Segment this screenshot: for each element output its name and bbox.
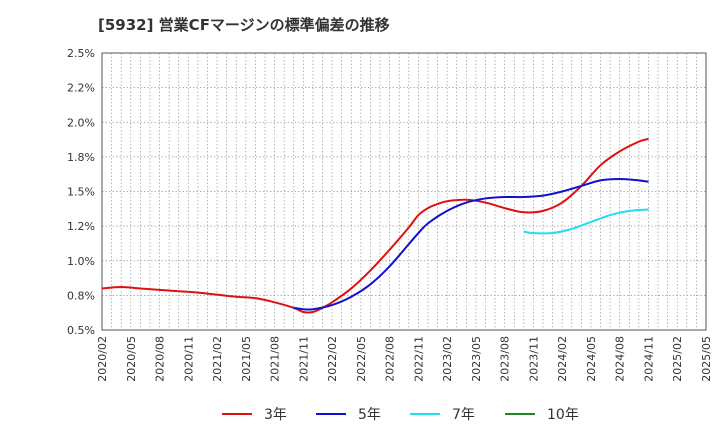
x-tick-label: 2024/02 (556, 336, 569, 382)
x-tick-label: 2020/11 (182, 336, 195, 382)
legend-label-3: 7年 (452, 407, 475, 423)
plot-border (101, 52, 707, 331)
x-tick-label: 2023/02 (441, 336, 454, 382)
legend: 3年 5年 7年 10年 (222, 407, 579, 423)
x-tick-label: 2023/11 (527, 336, 540, 382)
x-tick-label: 2025/05 (700, 336, 713, 382)
x-tick-label: 2022/05 (355, 336, 368, 382)
legend-label-2: 5年 (358, 407, 381, 423)
x-tick-label: 2022/08 (384, 336, 397, 382)
x-tick-label: 2020/05 (125, 336, 138, 382)
x-tick-label: 2025/02 (671, 336, 684, 382)
y-tick-label: 2.2% (67, 82, 95, 95)
y-tick-label: 0.8% (67, 289, 95, 302)
x-tick-label: 2022/02 (326, 336, 339, 382)
x-tick-label: 2023/05 (470, 336, 483, 382)
y-tick-label: 2.5% (67, 47, 95, 60)
y-tick-label: 1.2% (67, 220, 95, 233)
y-tick-label: 1.8% (67, 151, 95, 164)
series-line-3 (523, 208, 649, 235)
x-tick-label: 2024/08 (614, 336, 627, 382)
legend-label-4: 10年 (547, 407, 579, 423)
y-tick-label: 2.0% (67, 116, 95, 129)
x-tick-label: 2021/05 (240, 336, 253, 382)
x-tick-label: 2020/02 (96, 336, 109, 382)
y-tick-label: 0.5% (67, 324, 95, 337)
y-tick-label: 1.0% (67, 255, 95, 268)
x-tick-label: 2022/11 (412, 336, 425, 382)
chart-title: [5932] 営業CFマージンの標準偏差の推移 (98, 16, 390, 34)
series-lines (101, 137, 649, 314)
x-tick-label: 2020/08 (154, 336, 167, 382)
x-tick-label: 2023/08 (499, 336, 512, 382)
y-axis: 0.5% 0.8% 1.0% 1.2% 1.5% 1.8% 2.0% 2.2% 2.5% (67, 47, 95, 337)
legend-label-1: 3年 (264, 407, 287, 423)
x-tick-label: 2024/11 (642, 336, 655, 382)
x-axis: 2020/02 2020/05 2020/08 2020/11 2021/02 2021/… (96, 336, 713, 382)
x-tick-label: 2021/08 (269, 336, 282, 382)
grid-lines (101, 52, 707, 331)
series-line-2 (293, 178, 649, 311)
x-tick-label: 2024/05 (585, 336, 598, 382)
x-tick-label: 2021/02 (211, 336, 224, 382)
series-line-1 (101, 137, 649, 314)
y-tick-label: 1.5% (67, 186, 95, 199)
x-tick-label: 2021/11 (297, 336, 310, 382)
